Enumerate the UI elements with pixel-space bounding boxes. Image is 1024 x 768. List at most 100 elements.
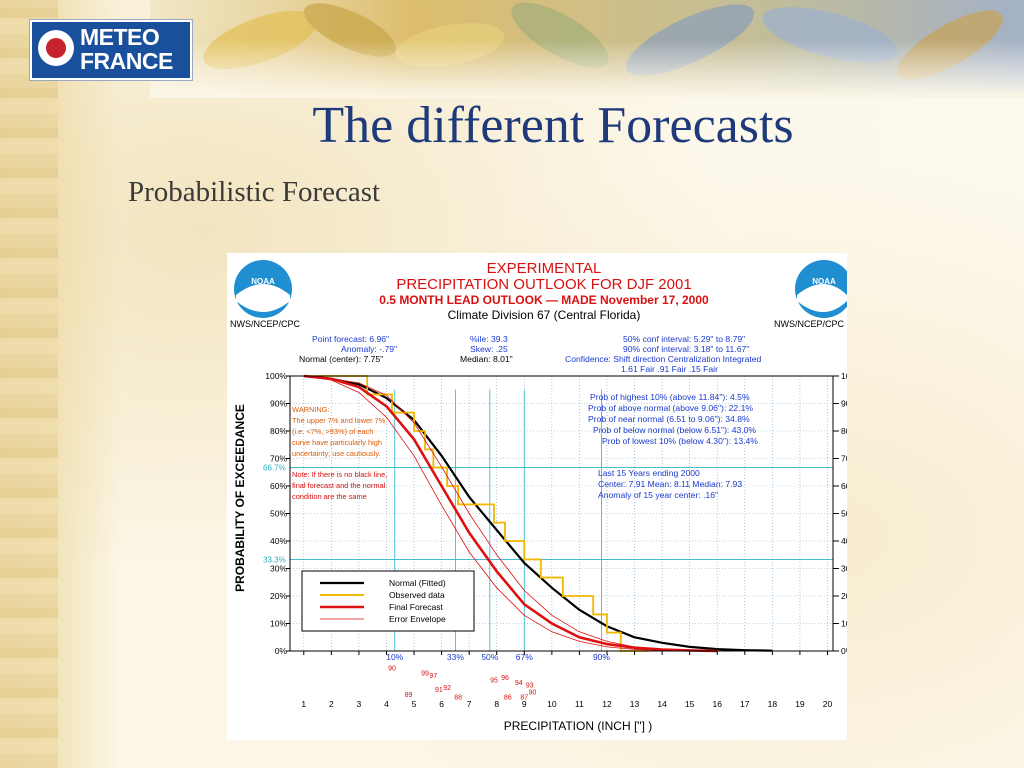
y-tick-label-left: 0% [275,646,288,656]
year-mark-label: 99 [421,670,429,677]
chart-legend: Normal (Fitted) Observed data Final Foreca… [301,570,475,632]
last15-2: Center: 7.91 Mean: 8.11 Median: 7.93 [598,479,742,489]
y-tick-label-left: 50% [270,509,287,519]
x-tick-label: 7 [467,699,472,709]
agency-right: NWS/NCEP/CPC [774,319,845,329]
percentile-label: 67% [516,652,533,662]
year-mark-label: 96 [501,675,509,682]
x-tick-label: 10 [547,699,557,709]
y-tick-label-left: 90% [270,399,287,409]
y-tick-label-left: 20% [270,591,287,601]
warning-4: curve have particularly high [292,438,382,447]
x-tick-label: 18 [768,699,778,709]
info-right-1: 50% conf interval: 5.29" to 8.79" [623,334,745,344]
chart-header-4: Climate Division 67 (Central Florida) [448,308,641,322]
prob-3: Prob of near normal (6.51 to 9.06"): 34.… [588,414,750,424]
chart-header-2: PRECIPITATION OUTLOOK FOR DJF 2001 [396,276,691,293]
y-tick-label-right: 0% [841,646,847,656]
info-right-3: Confidence: Shift direction Centralizati… [565,354,762,364]
x-tick-label: 15 [685,699,695,709]
year-mark-label: 88 [454,694,462,701]
noaa-logo-right-label: NOAA [812,277,836,286]
x-tick-label: 9 [522,699,527,709]
info-right-2: 90% conf interval: 3.18" to 11.67" [623,344,749,354]
x-tick-label: 13 [630,699,640,709]
x-tick-label: 4 [384,699,389,709]
slide-title: The different Forecasts [312,97,794,154]
series-line-final-forecast [303,374,718,653]
year-mark-label: 94 [515,680,523,687]
info-mid-3: Median: 8.01" [460,354,513,364]
info-left-2: Anomaly: -.79" [341,344,397,354]
note-1: Note: If there is no black line, [292,470,387,479]
y-tick-label-right: 70% [841,454,847,464]
x-tick-label: 20 [823,699,833,709]
year-mark-label: 93 [526,682,534,689]
y-tick-label-right: 100% [841,371,847,381]
reference-label-lower: 33.3% [263,555,286,564]
chart-header-3: 0.5 MONTH LEAD OUTLOOK — MADE November 1… [379,293,709,307]
percentile-label: 90% [593,652,610,662]
probability-block: Prob of highest 10% (above 11.84"): 4.5%… [588,392,758,446]
percentile-label: 50% [481,652,498,662]
y-tick-label-right: 10% [841,619,847,629]
chart-header-1: EXPERIMENTAL [487,260,602,277]
legend-label: Error Envelope [389,614,446,624]
x-tick-label: 14 [657,699,667,709]
x-tick-label: 3 [357,699,362,709]
last15-block: Last 15 Years ending 2000 Center: 7.91 M… [598,468,742,500]
noaa-logo-right-icon: NOAA [795,260,853,318]
prob-2: Prob of above normal (above 9.06"): 22.1… [588,403,753,413]
x-tick-label: 11 [575,699,584,709]
x-tick-label: 2 [329,699,334,709]
x-tick-label: 16 [712,699,722,709]
y-tick-label-left: 70% [270,454,287,464]
info-right-4: 1.61 Fair .91 Fair .15 Fair [621,364,718,374]
info-left-1: Point forecast: 6.96" [312,334,389,344]
reference-label-upper: 66.7% [263,464,286,473]
y-tick-label-left: 60% [270,481,287,491]
info-left-3: Normal (center): 7.75" [299,354,383,364]
agency-left: NWS/NCEP/CPC [230,319,301,329]
x-tick-label: 6 [439,699,444,709]
forecast-figure: NOAA NOAA NWS/NCEP/CPC NWS/NCEP/CPC EXPE… [227,253,863,740]
prob-4: Prob of below normal (below 6.51"): 43.0… [593,425,756,435]
warning-block: WARNING: The upper 7% and lower 7% (i.e.… [292,405,386,458]
year-mark-label: 90 [388,666,396,673]
percentile-label: 33% [447,652,464,662]
y-tick-label-right: 30% [841,564,847,574]
percentile-label: 10% [386,652,403,662]
series-line-error-envelope [303,375,663,651]
year-mark-label: 95 [490,678,498,685]
last15-3: Anomaly of 15 year center: .16" [598,490,718,500]
x-tick-label: 12 [602,699,612,709]
note-3: condition are the same [292,492,367,501]
warning-2: The upper 7% and lower 7% [292,416,386,425]
info-mid-2: Skew: .25 [470,344,508,354]
year-mark-label: 87 [520,694,528,701]
reference-lines: 66.7% 33.3% 10% 33% 50% 67% 90% [263,389,833,662]
y-axis-label: PROBABILITY OF EXCEEDANCE [233,404,247,592]
last15-1: Last 15 Years ending 2000 [598,468,700,478]
logo-text-line: METEO [80,24,160,50]
y-tick-label-left: 100% [265,371,287,381]
x-tick-label: 17 [740,699,750,709]
prob-5: Prob of lowest 10% (below 4.30"): 13.4% [602,436,758,446]
x-axis-label: PRECIPITATION (INCH ["] ) [504,719,652,733]
noaa-logo-left-icon: NOAA [234,260,292,318]
year-mark-label: 86 [504,694,512,701]
prob-1: Prob of highest 10% (above 11.84"): 4.5% [590,392,750,402]
y-tick-label-left: 30% [270,564,287,574]
x-tick-label: 8 [494,699,499,709]
year-mark-label: 97 [429,673,437,680]
legend-label: Observed data [389,590,445,600]
x-tick-label: 19 [795,699,805,709]
info-block: Point forecast: 6.96" Anomaly: -.79" Nor… [299,334,762,374]
x-tick-label: 5 [412,699,417,709]
y-tick-label-left: 40% [270,536,287,546]
logo-emblem-icon [38,30,74,66]
legend-label: Final Forecast [389,602,443,612]
y-tick-label-left: 10% [270,619,287,629]
warning-3: (i.e. <7%, >93%) of each [292,427,373,436]
